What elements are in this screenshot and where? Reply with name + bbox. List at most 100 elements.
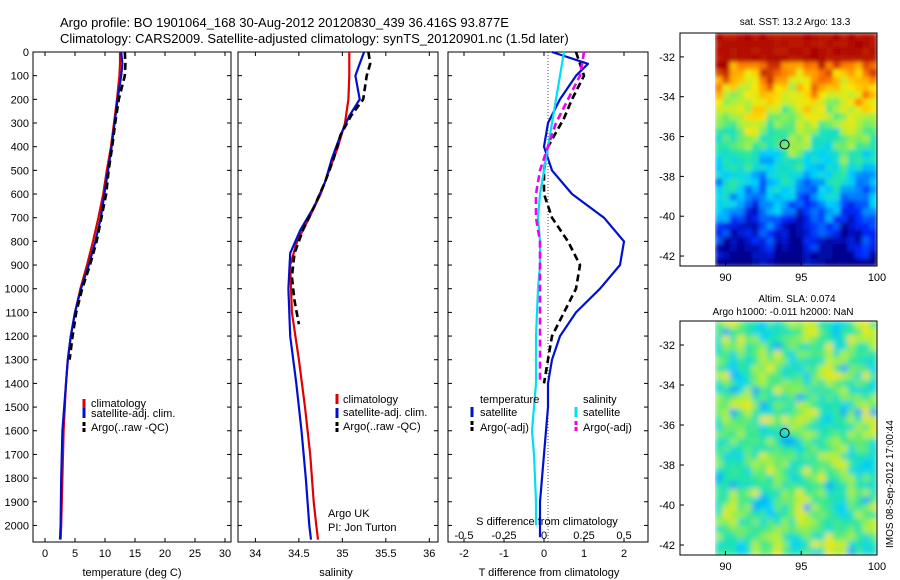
map-cell xyxy=(796,244,804,253)
map-cell xyxy=(832,430,841,439)
map-cell xyxy=(766,127,775,136)
map-cell xyxy=(803,222,812,231)
map-cell xyxy=(722,423,731,432)
map-cell xyxy=(729,357,738,366)
map-cell xyxy=(751,438,760,446)
map-cell xyxy=(818,185,827,194)
x-tick-label: 36 xyxy=(423,548,435,560)
map-cell xyxy=(759,489,768,498)
map-cell xyxy=(788,452,797,461)
map-cell xyxy=(722,200,731,209)
map-cell xyxy=(788,98,797,107)
map-cell xyxy=(847,98,856,107)
map-cell xyxy=(737,489,746,498)
map-cell xyxy=(766,489,775,498)
map-cell xyxy=(840,120,849,129)
map-cell xyxy=(803,40,812,49)
map-cell xyxy=(781,394,790,402)
map-cell xyxy=(832,474,841,483)
map-cell xyxy=(847,76,856,85)
map-cell xyxy=(796,84,804,92)
map-cell xyxy=(810,386,819,395)
map-cell xyxy=(840,372,849,381)
map-cell xyxy=(744,481,753,490)
map-cell xyxy=(869,357,877,366)
map-cell xyxy=(744,156,753,165)
map-cell xyxy=(803,113,812,121)
map-cell xyxy=(751,328,760,337)
map-cell xyxy=(781,120,790,129)
x-tick-label: 2 xyxy=(621,548,627,560)
map-cell xyxy=(773,98,782,107)
map-cell xyxy=(818,113,827,121)
map-cell xyxy=(744,357,753,366)
map-cell xyxy=(832,164,841,172)
map-cell xyxy=(825,76,834,85)
map-cell xyxy=(722,394,731,402)
map-cell xyxy=(818,91,827,100)
map-cell xyxy=(869,98,877,107)
map-cell xyxy=(825,251,834,260)
map-cell xyxy=(744,525,753,534)
map-cell xyxy=(869,47,877,56)
map-cell xyxy=(759,511,768,519)
map-cell xyxy=(840,76,849,85)
map-cell xyxy=(854,518,863,527)
map-cell xyxy=(810,222,819,231)
map-cell xyxy=(869,185,877,194)
map-cell xyxy=(825,452,834,461)
map-cell xyxy=(773,113,782,121)
map-cell xyxy=(788,350,797,359)
map-cell xyxy=(862,525,871,534)
map-cell xyxy=(869,547,877,555)
map-cell xyxy=(788,69,797,78)
map-cell xyxy=(751,416,760,424)
map-cell xyxy=(788,547,797,555)
map-cell xyxy=(737,236,746,245)
map-cell xyxy=(847,207,856,216)
x-tick-label: 15 xyxy=(129,548,141,560)
map-cell xyxy=(803,200,812,209)
map-cell xyxy=(847,423,856,432)
map-cell xyxy=(766,40,775,49)
map-cell xyxy=(796,467,804,476)
map-cell xyxy=(832,401,841,410)
map-cell xyxy=(840,113,849,121)
map-cell xyxy=(788,459,797,468)
y-tick-label: 800 xyxy=(11,236,29,248)
map-cell xyxy=(840,156,849,165)
map-cell xyxy=(773,171,782,180)
map-cell xyxy=(840,474,849,483)
map-cell xyxy=(818,394,827,402)
map-cell xyxy=(818,54,827,63)
map-cell xyxy=(788,342,797,351)
map-cell xyxy=(751,386,760,395)
map-cell xyxy=(715,164,723,172)
map-cell xyxy=(840,423,849,432)
map-cell xyxy=(869,76,877,85)
map-cell xyxy=(729,47,738,56)
map-cell xyxy=(862,459,871,468)
map-cell xyxy=(840,416,849,424)
map-cell xyxy=(722,511,731,519)
map-cell xyxy=(781,511,790,519)
map-cell xyxy=(810,62,819,70)
map-cell xyxy=(854,430,863,439)
x-tick-label: 34.5 xyxy=(288,548,309,560)
map-cell xyxy=(722,379,731,388)
map-cell xyxy=(744,496,753,505)
map-cell xyxy=(744,335,753,344)
map-cell xyxy=(751,342,760,351)
map-cell xyxy=(729,350,738,359)
map-cell xyxy=(854,127,863,136)
legend-label-argo: Argo(..raw -QC) xyxy=(343,421,421,433)
map-cell xyxy=(810,481,819,490)
map-cell xyxy=(825,474,834,483)
map-cell xyxy=(722,342,731,351)
map-y-tick-label: -40 xyxy=(659,500,675,512)
legend-label-satellite: satellite-adj. clim. xyxy=(91,408,175,420)
map-cell xyxy=(832,229,841,238)
map-cell xyxy=(722,113,731,121)
map-cell xyxy=(751,503,760,512)
map-cell xyxy=(729,76,738,85)
